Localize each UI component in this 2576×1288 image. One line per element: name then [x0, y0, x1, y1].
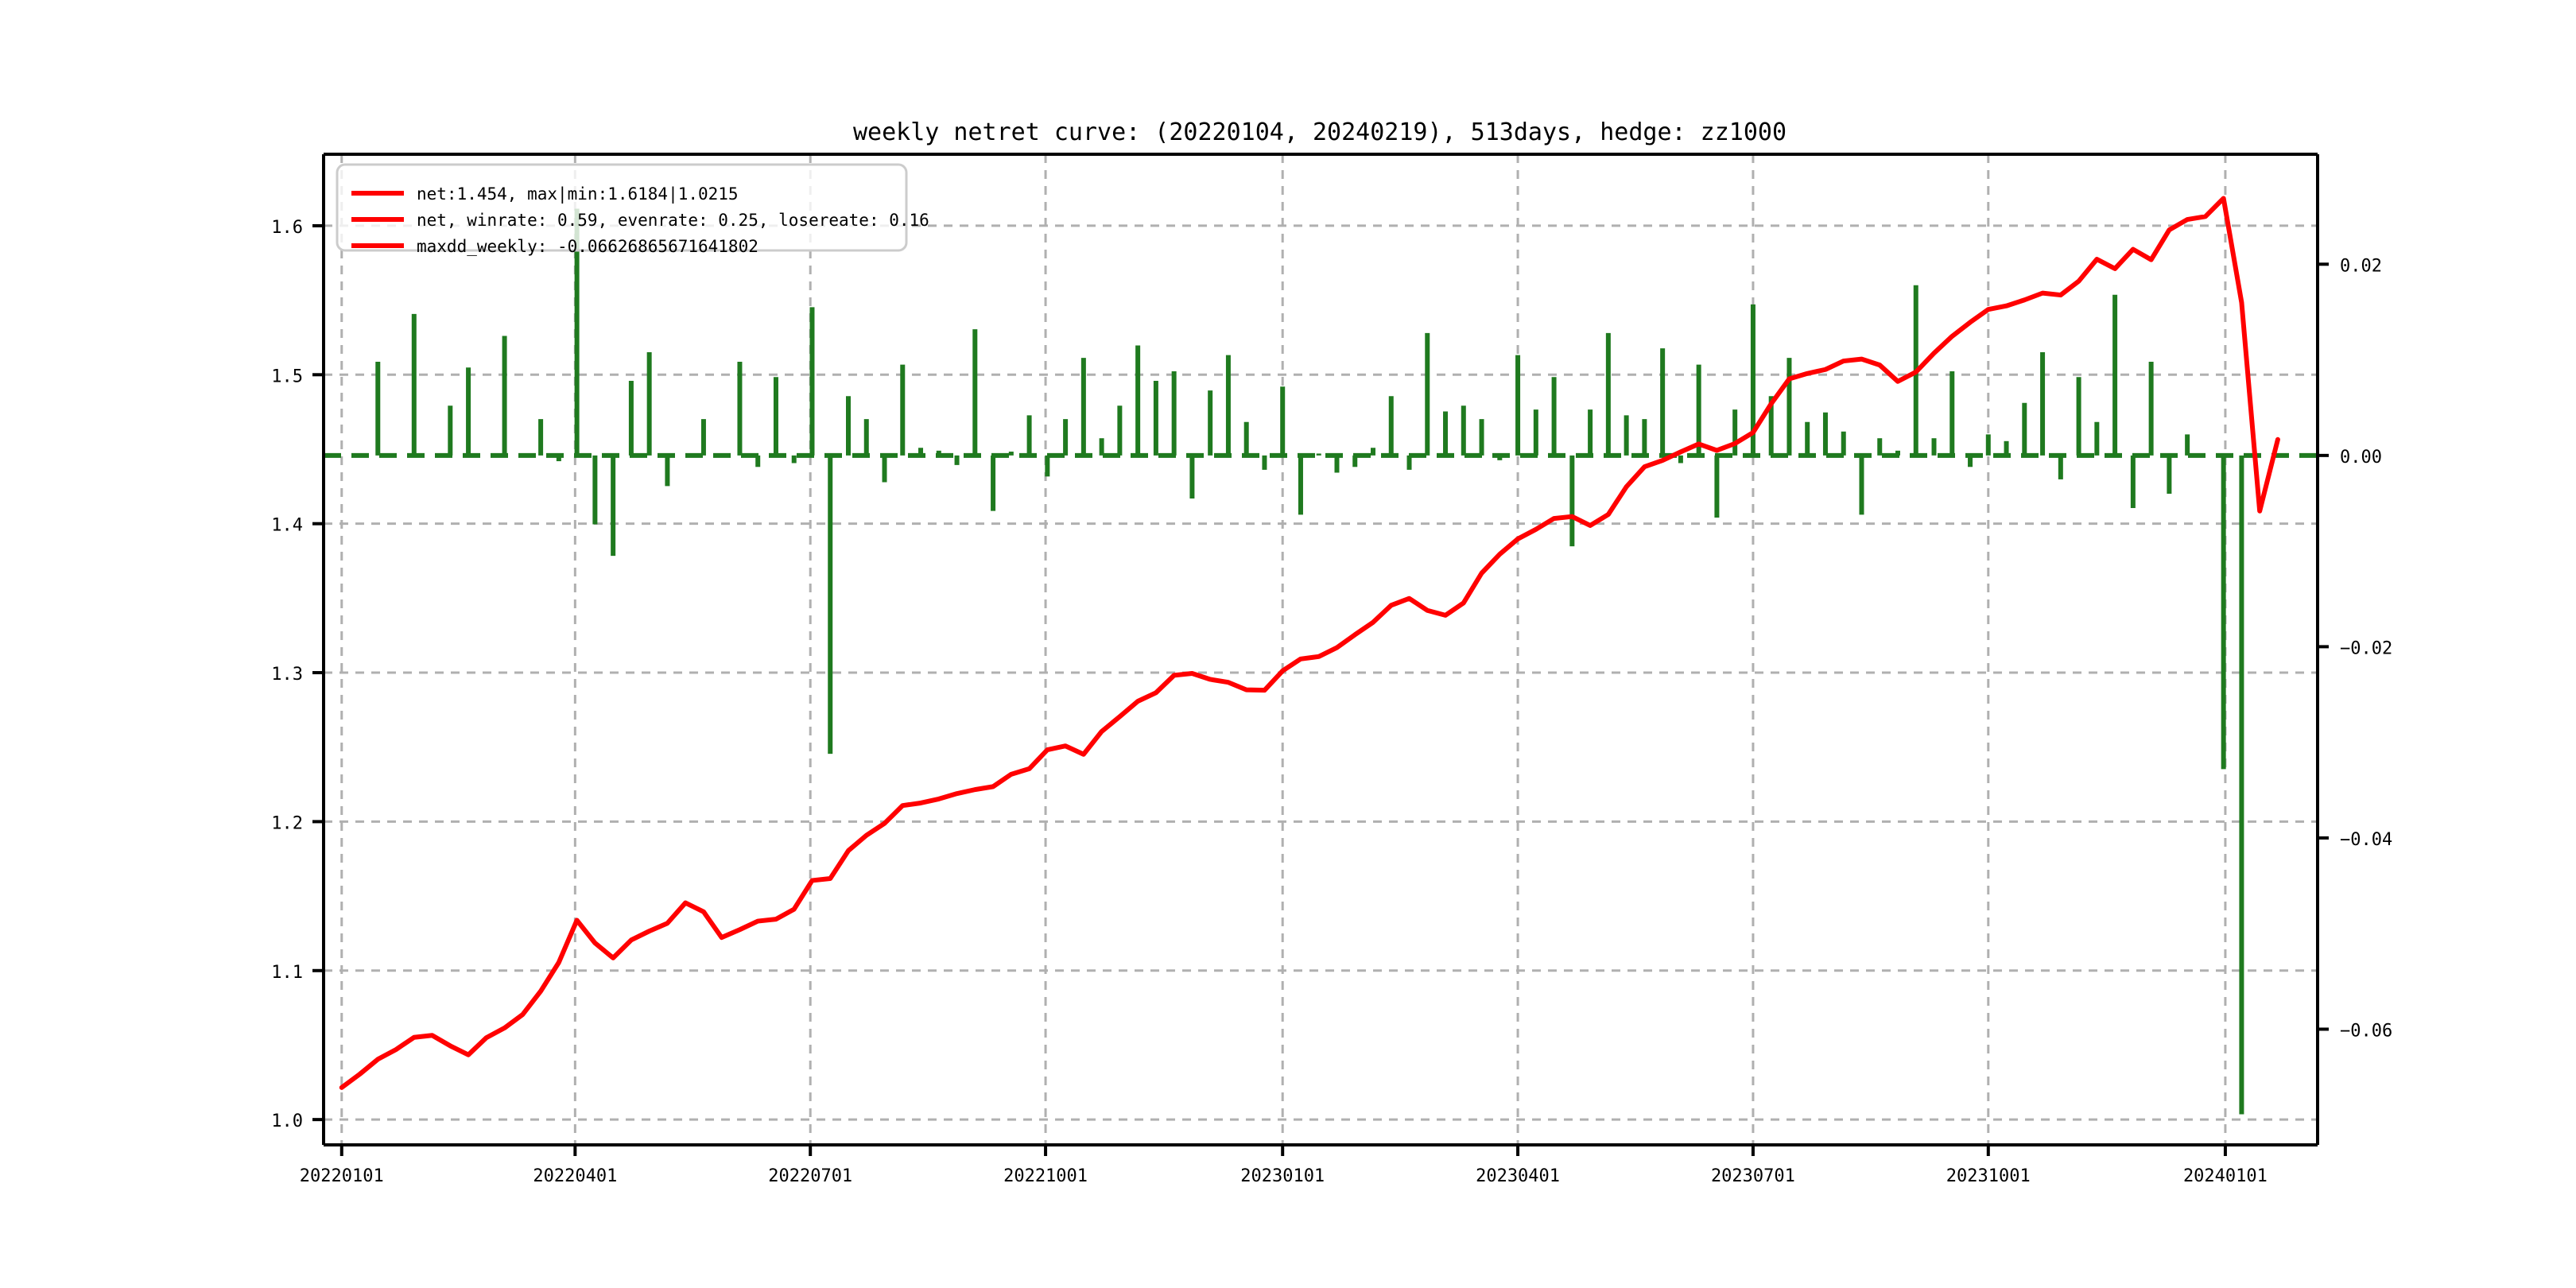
x-axis-tick-label: 20221001	[1003, 1166, 1088, 1186]
legend-box	[336, 163, 908, 252]
y-axis-right-tick-label: 0.02	[2340, 256, 2382, 276]
legend-entry-label: net:1.454, max|min:1.6184|1.0215	[417, 184, 739, 204]
y-axis-left-tick-label: 1.0	[271, 1111, 303, 1131]
net-curve-line	[339, 196, 2280, 1090]
plot-area-background	[324, 154, 2318, 1145]
y-axis-left-tick-label: 1.4	[271, 516, 303, 536]
chart-legend: net:1.454, max|min:1.6184|1.0215 net, win…	[336, 163, 929, 256]
x-axis-tick-label: 20230101	[1240, 1166, 1325, 1186]
y-axis-left-tick-label: 1.3	[271, 665, 303, 685]
y-axis-left-tick-label: 1.1	[271, 963, 303, 983]
y-axis-right-tick-label: 0.00	[2340, 448, 2382, 467]
x-axis-tick-label: 20230401	[1476, 1166, 1560, 1186]
axis-spines	[322, 153, 2319, 1146]
y-axis-right-ticks: 0.02 0.00 −0.02 −0.04 −0.06	[2318, 256, 2392, 1041]
y-axis-left-tick-label: 1.2	[271, 813, 303, 833]
x-axis-tick-label: 20240101	[2183, 1166, 2268, 1186]
chart-title: weekly netret curve: (20220104, 20240219…	[853, 118, 1787, 146]
x-axis-tick-label: 20220401	[533, 1166, 617, 1186]
y-axis-right-tick-label: −0.04	[2340, 830, 2392, 850]
y-axis-left-tick-label: 1.6	[271, 218, 303, 238]
x-axis-tick-label: 20220701	[768, 1166, 852, 1186]
x-axis-tick-label: 20231001	[1946, 1166, 2031, 1186]
y-gridlines	[324, 224, 2318, 1121]
legend-entry-label: net, winrate: 0.59, evenrate: 0.25, lose…	[417, 211, 929, 230]
legend-entry-label: maxdd_weekly: -0.06626865671641802	[417, 237, 758, 256]
y-axis-left-ticks: 1.0 1.1 1.2 1.3 1.4 1.5 1.6	[271, 218, 324, 1131]
y-axis-right-tick-label: −0.02	[2340, 638, 2392, 658]
bar-series-weekly-return	[375, 208, 2244, 1115]
x-axis-ticks: 20220101 20220401 20220701 20221001 20230101…	[300, 1145, 2268, 1186]
y-axis-right-tick-label: −0.06	[2340, 1021, 2392, 1041]
y-axis-left-tick-label: 1.5	[271, 367, 303, 386]
x-axis-tick-label: 20230701	[1711, 1166, 1795, 1186]
x-axis-tick-label: 20220101	[300, 1166, 384, 1186]
